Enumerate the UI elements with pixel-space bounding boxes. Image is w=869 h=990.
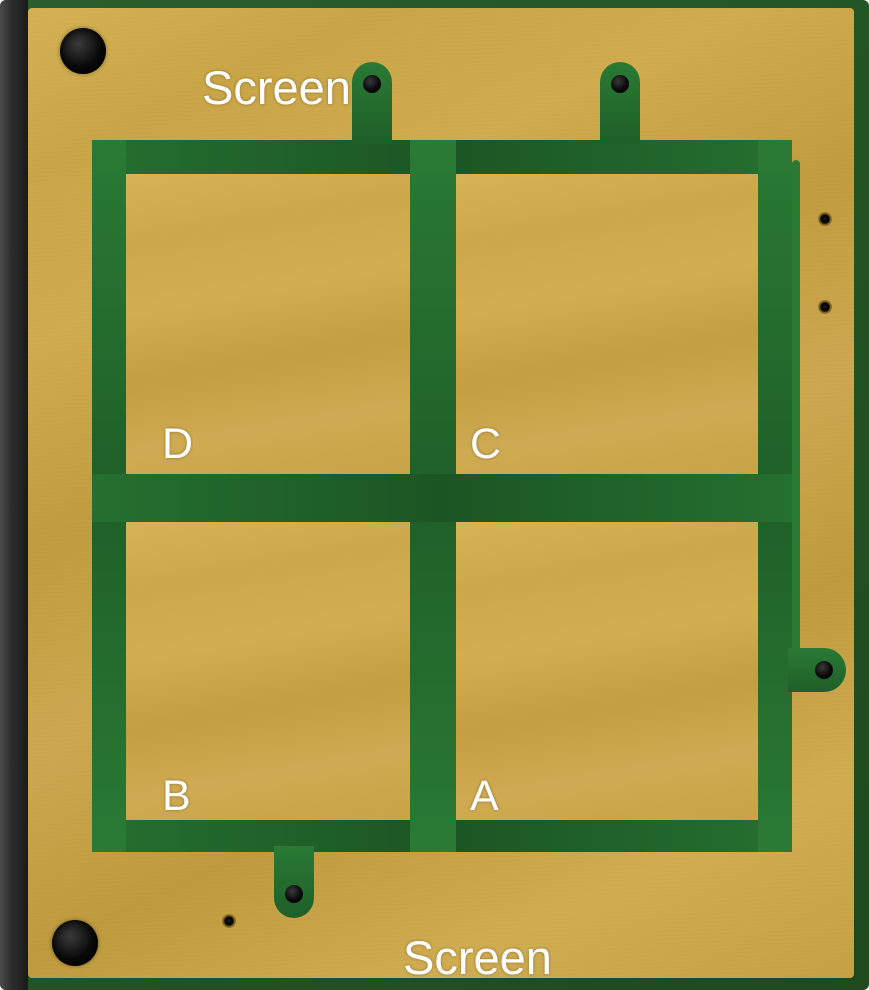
bottom-tab	[274, 846, 314, 918]
via-icon	[815, 661, 833, 679]
via-icon	[611, 75, 629, 93]
via-bottom	[222, 914, 236, 928]
via-right-1	[818, 212, 832, 226]
label-screen-top: Screen	[202, 60, 351, 115]
top-right-tab	[600, 62, 640, 144]
label-screen-bottom: Screen	[403, 930, 552, 985]
screw-hole-bottom-left	[52, 920, 98, 966]
screw-hole-top-left	[60, 28, 106, 74]
via-icon	[285, 885, 303, 903]
label-d: D	[162, 420, 193, 469]
right-tab	[788, 648, 846, 692]
pad-a	[456, 522, 758, 820]
via-right-2	[818, 300, 832, 314]
pad-c	[456, 174, 758, 474]
via-icon	[363, 75, 381, 93]
label-c: C	[470, 420, 501, 469]
left-edge-metal	[0, 0, 28, 990]
label-b: B	[162, 772, 191, 821]
top-left-tab	[352, 62, 392, 144]
grid-horizontal-center	[92, 474, 792, 522]
thin-trace-right	[792, 160, 800, 660]
pcb-diagram: Screen Screen D C B A	[0, 0, 869, 990]
label-a: A	[470, 772, 499, 821]
